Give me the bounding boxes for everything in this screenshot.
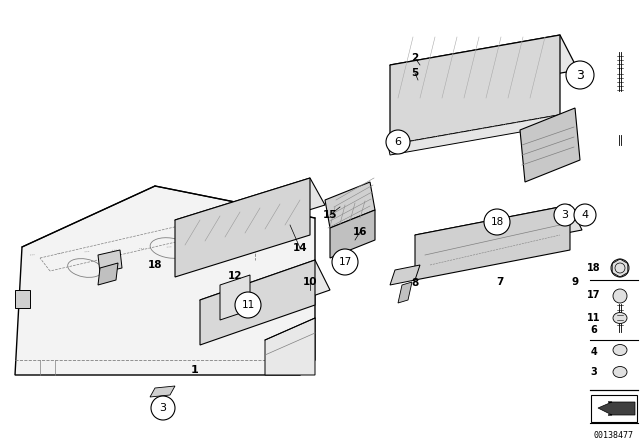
- Circle shape: [611, 259, 629, 277]
- Circle shape: [151, 396, 175, 420]
- Polygon shape: [200, 260, 330, 330]
- Polygon shape: [175, 178, 310, 277]
- Text: 4: 4: [591, 347, 597, 357]
- Text: 18: 18: [587, 263, 601, 273]
- Text: 9: 9: [572, 277, 579, 287]
- Polygon shape: [398, 282, 412, 303]
- Circle shape: [613, 289, 627, 303]
- Polygon shape: [150, 386, 175, 397]
- Polygon shape: [591, 395, 637, 422]
- Polygon shape: [265, 318, 315, 375]
- Polygon shape: [15, 290, 30, 308]
- Polygon shape: [98, 250, 122, 273]
- Text: 1: 1: [191, 365, 199, 375]
- Polygon shape: [98, 263, 118, 285]
- Circle shape: [566, 61, 594, 89]
- Circle shape: [554, 204, 576, 226]
- Polygon shape: [415, 205, 570, 280]
- Text: 8: 8: [412, 278, 419, 288]
- Polygon shape: [325, 182, 375, 228]
- Polygon shape: [220, 275, 250, 320]
- Polygon shape: [598, 402, 635, 415]
- Text: 4: 4: [581, 210, 589, 220]
- Polygon shape: [15, 186, 315, 375]
- Polygon shape: [388, 115, 560, 155]
- Polygon shape: [390, 35, 578, 100]
- Text: 15: 15: [323, 210, 337, 220]
- Text: 18: 18: [148, 260, 163, 270]
- Ellipse shape: [613, 345, 627, 356]
- Circle shape: [574, 204, 596, 226]
- Ellipse shape: [613, 313, 627, 323]
- Text: 3: 3: [159, 403, 166, 413]
- Text: 12: 12: [228, 271, 243, 281]
- Text: 18: 18: [490, 217, 504, 227]
- Text: 10: 10: [303, 277, 317, 287]
- Text: 3: 3: [591, 367, 597, 377]
- Circle shape: [484, 209, 510, 235]
- Text: 00138477: 00138477: [594, 431, 634, 439]
- Text: 17: 17: [339, 257, 351, 267]
- Circle shape: [386, 130, 410, 154]
- Circle shape: [235, 292, 261, 318]
- Text: 11: 11: [588, 313, 601, 323]
- Text: 14: 14: [292, 243, 307, 253]
- Text: 2: 2: [412, 53, 419, 63]
- Circle shape: [332, 249, 358, 275]
- Text: 5: 5: [412, 68, 419, 78]
- Polygon shape: [175, 178, 325, 247]
- Text: 6: 6: [591, 325, 597, 335]
- Text: 3: 3: [576, 69, 584, 82]
- Text: 6: 6: [394, 137, 401, 147]
- Text: 17: 17: [588, 290, 601, 300]
- Polygon shape: [330, 210, 375, 258]
- Polygon shape: [200, 260, 315, 345]
- Text: 7: 7: [496, 277, 504, 287]
- Polygon shape: [415, 205, 582, 260]
- Text: 3: 3: [561, 210, 568, 220]
- Polygon shape: [390, 265, 420, 285]
- Text: 11: 11: [241, 300, 255, 310]
- Text: 16: 16: [353, 227, 367, 237]
- Polygon shape: [390, 35, 560, 145]
- Ellipse shape: [613, 366, 627, 378]
- Polygon shape: [520, 108, 580, 182]
